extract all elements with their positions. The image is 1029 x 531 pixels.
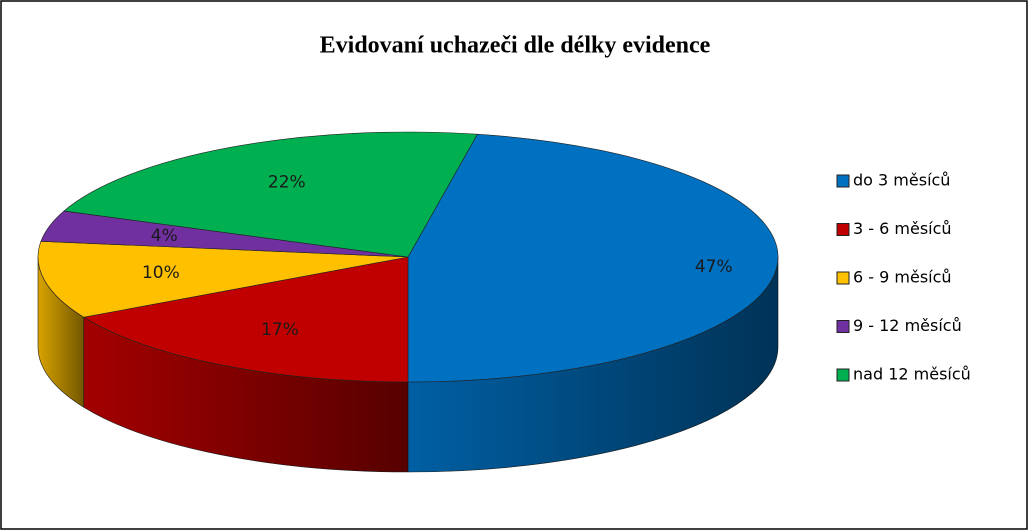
pie-slice — [82, 256, 409, 383]
pie-side-shade — [38, 257, 84, 408]
legend-swatch — [836, 320, 850, 333]
data-label: 4% — [151, 226, 178, 246]
data-label: 22% — [268, 173, 306, 193]
data-label: 10% — [142, 263, 180, 283]
pie-slice — [407, 133, 779, 383]
legend-swatch — [836, 368, 850, 382]
legend-label: nad 12 měsíců — [853, 365, 971, 384]
pie-slice — [63, 131, 478, 258]
chart-title: Evidovaní uchazeči dle délky evidence — [320, 33, 711, 59]
legend-swatch — [836, 174, 850, 188]
legend-swatch — [836, 271, 850, 285]
pie-slice — [37, 241, 409, 318]
legend-label: 6 - 9 měsíců — [853, 268, 952, 287]
pie-side-shade — [408, 257, 778, 472]
data-label: 17% — [261, 320, 299, 340]
data-label: 47% — [695, 257, 733, 277]
legend-swatch — [836, 223, 850, 236]
pie-side-shade — [83, 317, 408, 472]
legend-label: 3 - 6 měsíců — [853, 219, 952, 238]
legend-label: 9 - 12 měsíců — [853, 316, 962, 335]
legend-label: do 3 měsíců — [853, 171, 950, 190]
